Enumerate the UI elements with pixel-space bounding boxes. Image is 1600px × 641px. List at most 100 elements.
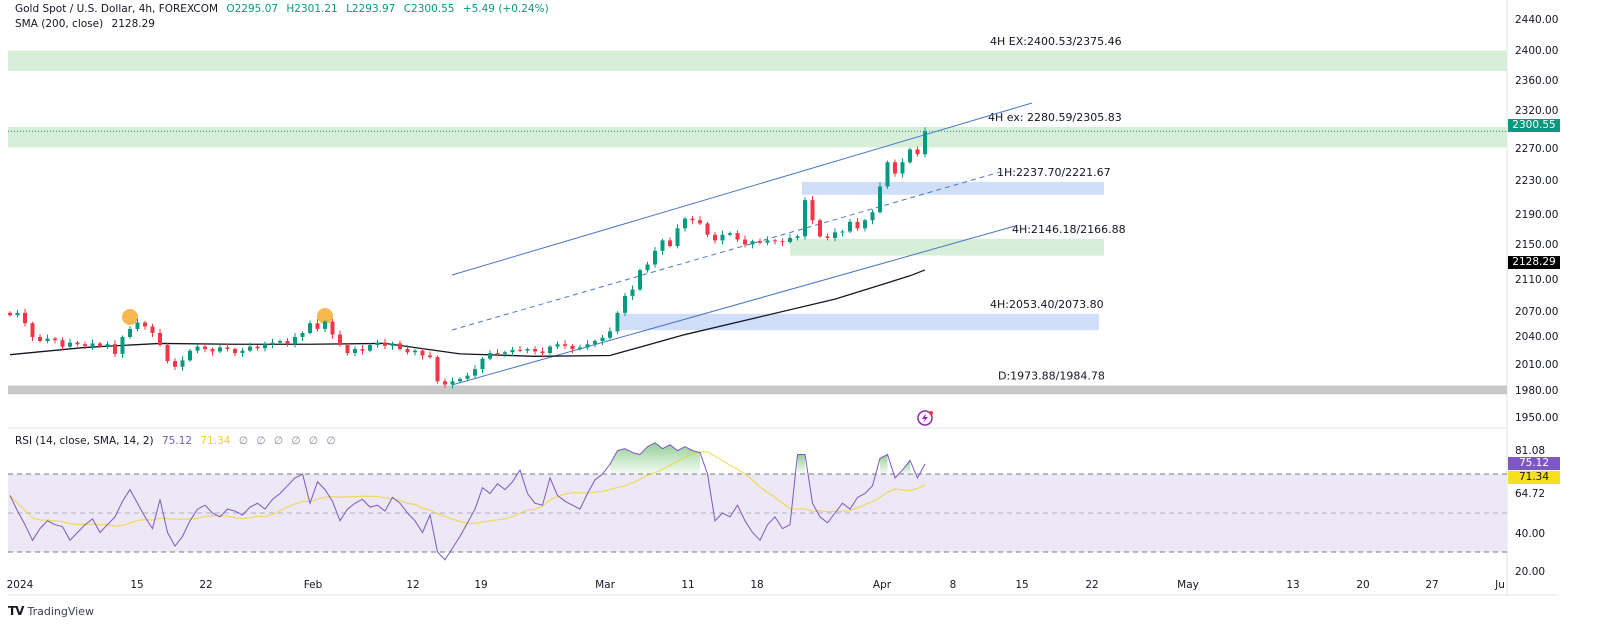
candle xyxy=(540,351,545,354)
candle xyxy=(443,381,447,385)
candle xyxy=(795,236,800,238)
candle xyxy=(780,241,785,243)
candle xyxy=(810,200,815,221)
rsi-legend[interactable]: RSI (14, close, SMA, 14, 2) 75.12 71.34 … xyxy=(15,435,340,448)
price-tick: 2400.00 xyxy=(1515,45,1558,57)
candle xyxy=(75,342,80,345)
candle xyxy=(255,346,260,349)
rsi-overbought-fill xyxy=(880,454,888,474)
candle xyxy=(233,349,237,354)
candle xyxy=(615,312,620,332)
candle xyxy=(203,346,207,350)
price-tick: 2010.00 xyxy=(1515,359,1558,371)
candle xyxy=(488,353,492,359)
sma-value: 2128.29 xyxy=(111,18,155,30)
candle xyxy=(533,349,537,352)
candle xyxy=(263,344,267,349)
time-tick: 19 xyxy=(474,579,487,591)
candle xyxy=(218,347,222,352)
candle xyxy=(165,345,170,362)
sma-label: SMA (200, close) xyxy=(15,18,104,30)
change-value: +5.49 (+0.24%) xyxy=(462,3,549,15)
candle xyxy=(480,358,485,370)
rsi-ma-value: 71.34 xyxy=(200,435,231,447)
candle xyxy=(803,200,807,237)
candle xyxy=(743,239,747,245)
candle xyxy=(375,342,380,346)
time-tick: Apr xyxy=(873,579,892,591)
tradingview-footer[interactable]: TV TradingView xyxy=(8,604,94,618)
candle xyxy=(353,349,357,354)
candle xyxy=(608,331,612,338)
swing-high-marker xyxy=(122,309,138,325)
candle xyxy=(510,349,515,353)
rsi-extra: ∅ xyxy=(238,435,248,447)
time-tick: 8 xyxy=(950,579,957,591)
candle xyxy=(368,345,372,351)
candle xyxy=(60,340,65,347)
candle xyxy=(105,344,110,347)
candle xyxy=(600,337,605,341)
candle xyxy=(473,369,477,376)
close-value: C2300.55 xyxy=(403,3,455,15)
candle xyxy=(143,322,147,327)
zone-green xyxy=(8,50,1507,71)
rsi-extra: ∅ xyxy=(256,435,266,447)
candle xyxy=(623,295,627,313)
candle xyxy=(450,381,455,385)
candle xyxy=(278,341,282,343)
candle xyxy=(180,360,185,367)
candle xyxy=(825,236,830,238)
rsi-tick: 64.72 xyxy=(1515,488,1545,500)
candle xyxy=(38,336,42,341)
zone-label: 4H ex: 2280.59/2305.83 xyxy=(988,111,1122,124)
price-tick: 2040.00 xyxy=(1515,331,1558,343)
candle xyxy=(338,334,342,346)
candle xyxy=(840,231,845,233)
candle xyxy=(585,344,590,348)
candle xyxy=(323,321,327,329)
zone-blue xyxy=(620,313,1099,331)
candle xyxy=(435,357,440,382)
price-tick: 2270.00 xyxy=(1515,143,1558,155)
candle xyxy=(690,218,695,221)
time-tick: May xyxy=(1177,579,1199,591)
candle xyxy=(345,345,350,354)
time-tick: 18 xyxy=(750,579,763,591)
candle xyxy=(98,343,102,347)
price-tick: 2190.00 xyxy=(1515,209,1558,221)
sma-legend[interactable]: SMA (200, close) 2128.29 xyxy=(15,18,160,31)
candle xyxy=(270,342,275,345)
candle xyxy=(465,375,470,379)
low-value: L2293.97 xyxy=(346,3,396,15)
candle xyxy=(173,361,177,367)
candle xyxy=(705,223,710,235)
channel-lower-line xyxy=(451,225,1016,386)
candle xyxy=(645,264,650,271)
time-tick: 12 xyxy=(406,579,419,591)
time-tick: 22 xyxy=(1085,579,1098,591)
candle xyxy=(555,344,560,347)
candle xyxy=(23,312,27,324)
candle xyxy=(68,342,72,347)
time-tick: 20 xyxy=(1356,579,1369,591)
candle xyxy=(870,212,875,221)
open-value: O2295.07 xyxy=(226,3,279,15)
candle xyxy=(765,240,770,243)
rsi-tick: 20.00 xyxy=(1515,566,1545,578)
zone-label: 4H EX:2400.53/2375.46 xyxy=(990,35,1122,48)
candle xyxy=(195,346,200,351)
zone-label: 1H:2237.70/2221.67 xyxy=(997,166,1111,179)
candle xyxy=(383,342,387,346)
candle xyxy=(630,289,635,296)
zone-label: 4H:2053.40/2073.80 xyxy=(990,298,1104,311)
time-tick: 11 xyxy=(681,579,694,591)
time-tick: Ju xyxy=(1494,579,1505,591)
price-tick: 2110.00 xyxy=(1515,274,1558,286)
candle xyxy=(848,221,852,232)
sma200-line xyxy=(9,269,926,357)
candle xyxy=(428,355,432,358)
channel-upper-line xyxy=(451,102,1033,276)
candle xyxy=(503,352,507,354)
